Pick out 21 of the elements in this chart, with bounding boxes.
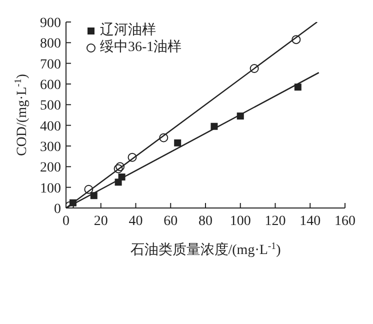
y-tick-label: 800 <box>40 36 61 52</box>
y-tick-label: 900 <box>40 16 61 31</box>
x-tick-label: 80 <box>198 214 212 229</box>
x-tick-label: 100 <box>230 214 251 229</box>
y-tick-label: 700 <box>40 57 61 72</box>
y-tick-label: 300 <box>40 140 61 155</box>
legend-label: 辽河油样 <box>100 22 156 39</box>
y-tick-label: 0 <box>54 202 61 217</box>
x-tick-label: 120 <box>264 214 286 229</box>
y-tick-label: 400 <box>40 119 61 134</box>
x-axis-title: 石油类质量浓度/(mg·L$^{-1}$) <box>130 240 282 258</box>
y-tick-label: 600 <box>40 78 61 93</box>
y-tick-label: 500 <box>40 98 61 114</box>
x-tick-label: 40 <box>128 214 143 229</box>
y-tick-label: 100 <box>40 181 61 196</box>
legend-label: 绥中36-1油样 <box>100 39 182 56</box>
x-tick-label: 20 <box>94 214 108 229</box>
y-tick-label: 200 <box>40 160 61 176</box>
x-tick-label: 60 <box>164 214 178 229</box>
x-tick-label: 140 <box>300 214 321 229</box>
x-tick-label: 160 <box>334 214 356 229</box>
